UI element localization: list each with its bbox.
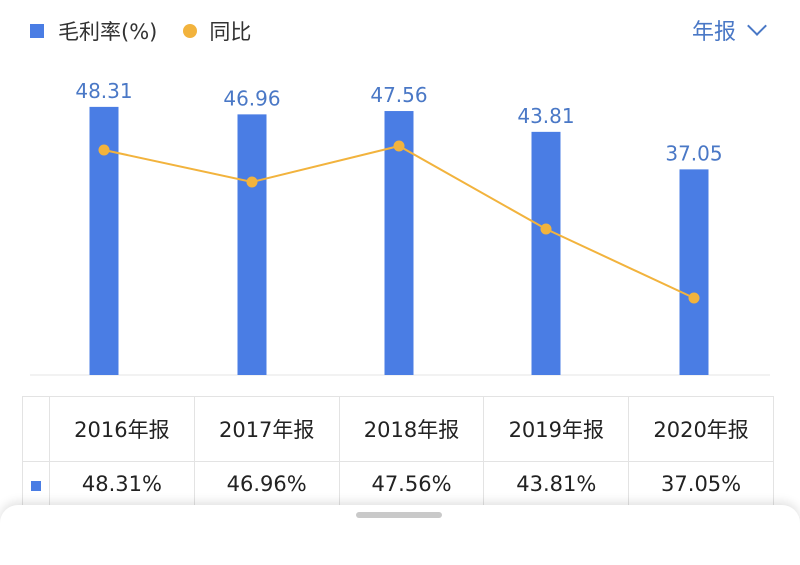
yoy-point — [98, 144, 110, 156]
bar-2020年报 — [679, 169, 709, 375]
table-header-cell: 2016年报 — [49, 396, 195, 462]
period-dropdown[interactable]: 年报 — [691, 14, 767, 46]
table-row: 48.31% 46.96% 47.56% 43.81% 37.05% — [22, 461, 774, 507]
bar-2019年报 — [531, 131, 561, 375]
chart-legend: 毛利率(%) 同比 — [30, 16, 251, 46]
table-header-cell: 2020年报 — [628, 396, 774, 462]
table-value-cell: 43.81% — [483, 461, 630, 507]
table-value-cell: 48.31% — [49, 461, 195, 507]
series-marker-cell — [22, 461, 50, 507]
line-legend-label: 同比 — [209, 20, 252, 44]
yoy-point — [246, 176, 258, 188]
bar-legend-swatch — [30, 24, 44, 38]
data-table: 2016年报 2017年报 2018年报 2019年报 2020年报 48.31… — [22, 396, 774, 507]
table-value-cell: 46.96% — [193, 461, 340, 507]
bottom-sheet[interactable] — [0, 505, 800, 565]
bar-value-label: 43.81 — [517, 104, 574, 128]
series-marker — [31, 481, 41, 491]
yoy-point — [540, 223, 552, 235]
table-header-cell: 2019年报 — [483, 396, 630, 462]
table-header-cell: 2017年报 — [193, 396, 340, 462]
bar-2018年报 — [384, 111, 414, 376]
table-corner-cell — [22, 396, 50, 462]
bar-value-label: 37.05 — [665, 141, 722, 165]
yoy-point — [688, 292, 700, 304]
line-legend-swatch — [183, 24, 198, 38]
table-value-cell: 37.05% — [628, 461, 774, 507]
table-header-cell: 2018年报 — [338, 396, 485, 462]
table-header-row: 2016年报 2017年报 2018年报 2019年报 2020年报 — [22, 396, 774, 462]
table-value-cell: 47.56% — [338, 461, 485, 507]
bar-legend-label: 毛利率(%) — [58, 20, 158, 44]
gross-margin-chart: 48.31 46.96 47.56 43.81 37.05 — [30, 79, 770, 376]
drag-handle[interactable] — [356, 512, 442, 518]
bar-value-label: 46.96 — [223, 86, 280, 110]
period-dropdown-label: 年报 — [691, 20, 736, 45]
yoy-point — [393, 140, 405, 152]
bar-value-label: 48.31 — [75, 79, 132, 103]
bar-2017年报 — [237, 114, 267, 375]
bar-value-label: 47.56 — [370, 83, 427, 107]
